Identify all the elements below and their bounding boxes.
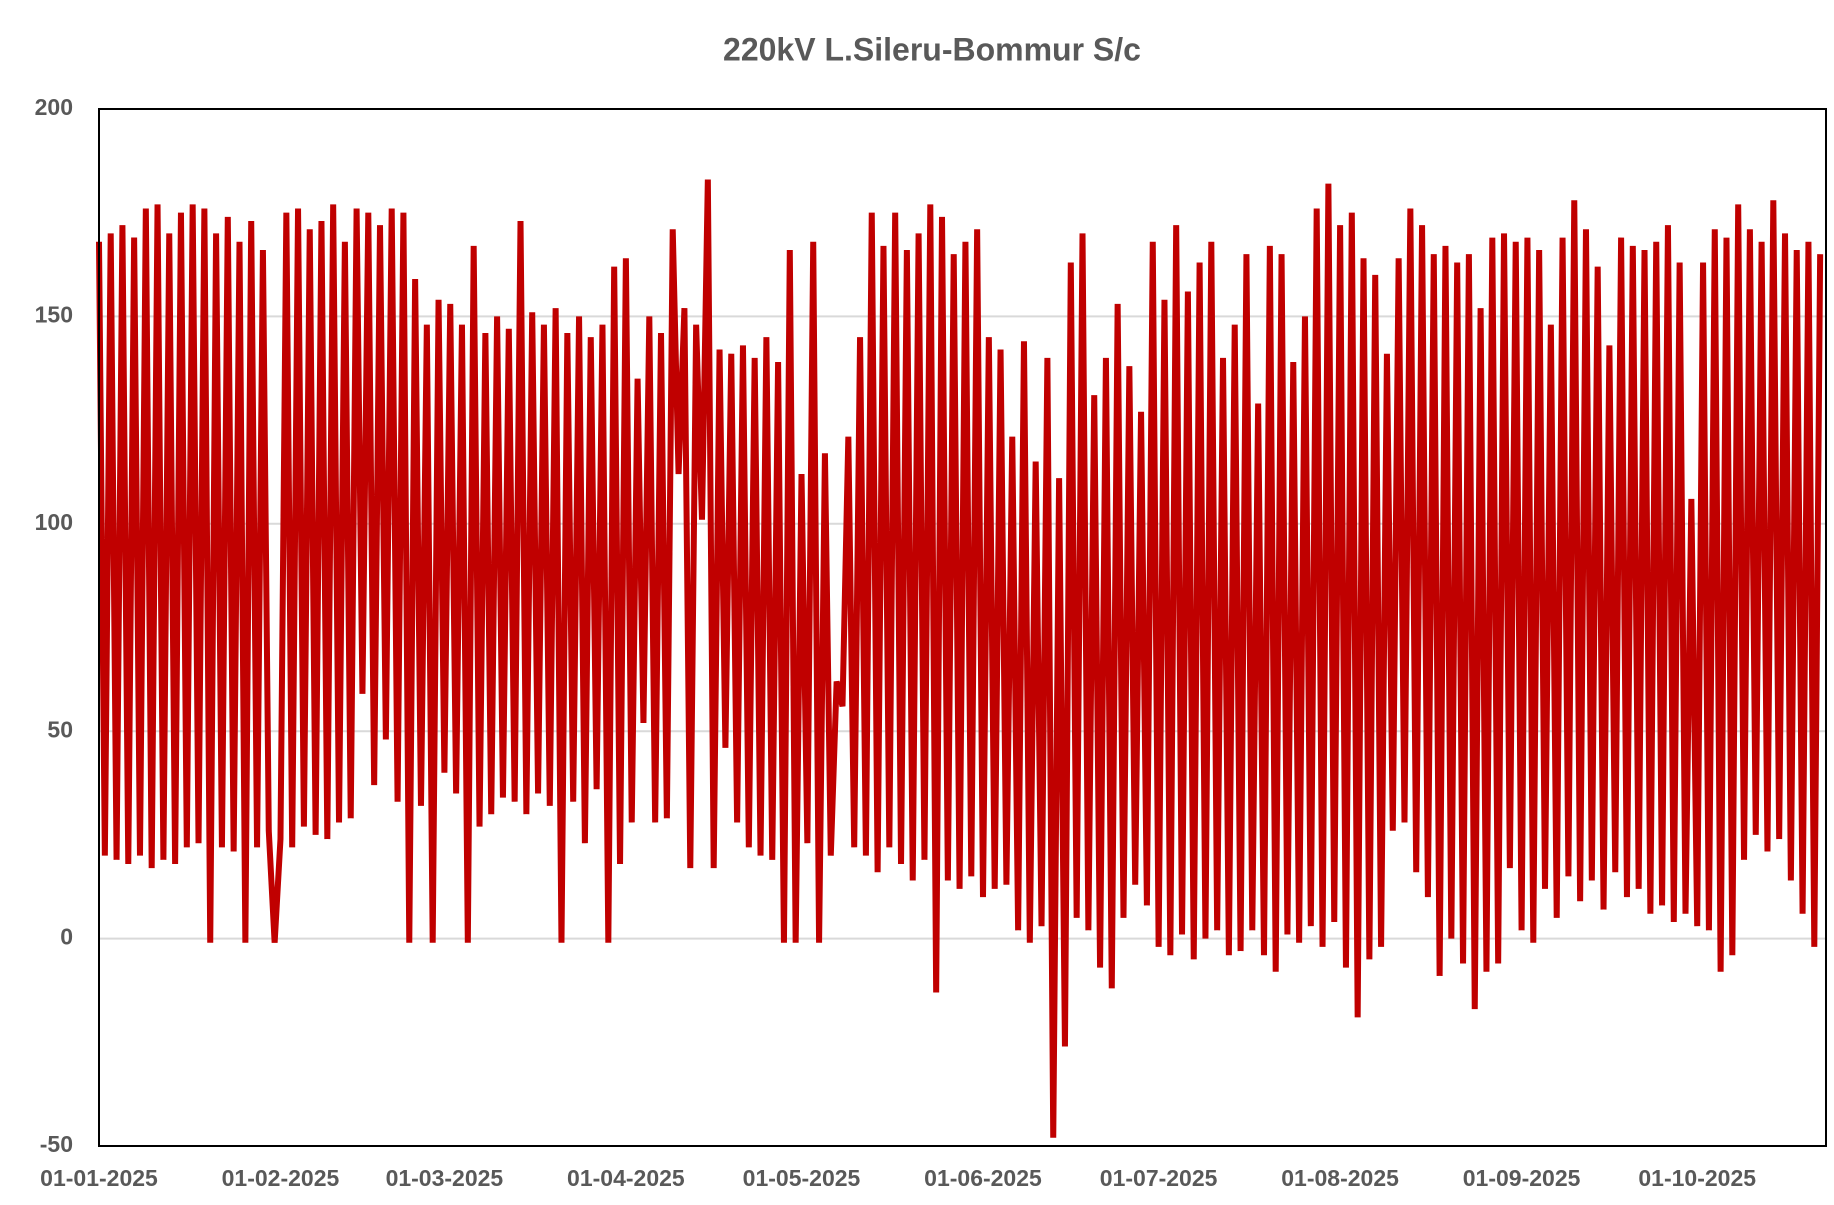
y-tick-label: 0 [60, 924, 73, 950]
x-tick-label: 01-08-2025 [1281, 1165, 1399, 1191]
x-tick-label: 01-05-2025 [743, 1165, 861, 1191]
y-tick-label: 150 [35, 301, 73, 327]
x-tick-label: 01-10-2025 [1638, 1165, 1756, 1191]
y-tick-label: 100 [35, 509, 73, 535]
y-tick-label: 50 [47, 716, 73, 742]
y-tick-label: 200 [35, 94, 73, 120]
plot-border [98, 108, 1827, 1147]
x-tick-label: 01-09-2025 [1463, 1165, 1581, 1191]
y-tick-label: -50 [40, 1131, 73, 1157]
x-tick-label: 01-02-2025 [222, 1165, 340, 1191]
x-tick-label: 01-07-2025 [1100, 1165, 1218, 1191]
x-tick-label: 01-03-2025 [386, 1165, 504, 1191]
data-line [96, 179, 1824, 1138]
chart-title: 220kV L.Sileru-Bommur S/c [723, 31, 1141, 67]
x-tick-label: 01-04-2025 [567, 1165, 685, 1191]
x-tick-label: 01-06-2025 [924, 1165, 1042, 1191]
x-tick-label: 01-01-2025 [40, 1165, 158, 1191]
